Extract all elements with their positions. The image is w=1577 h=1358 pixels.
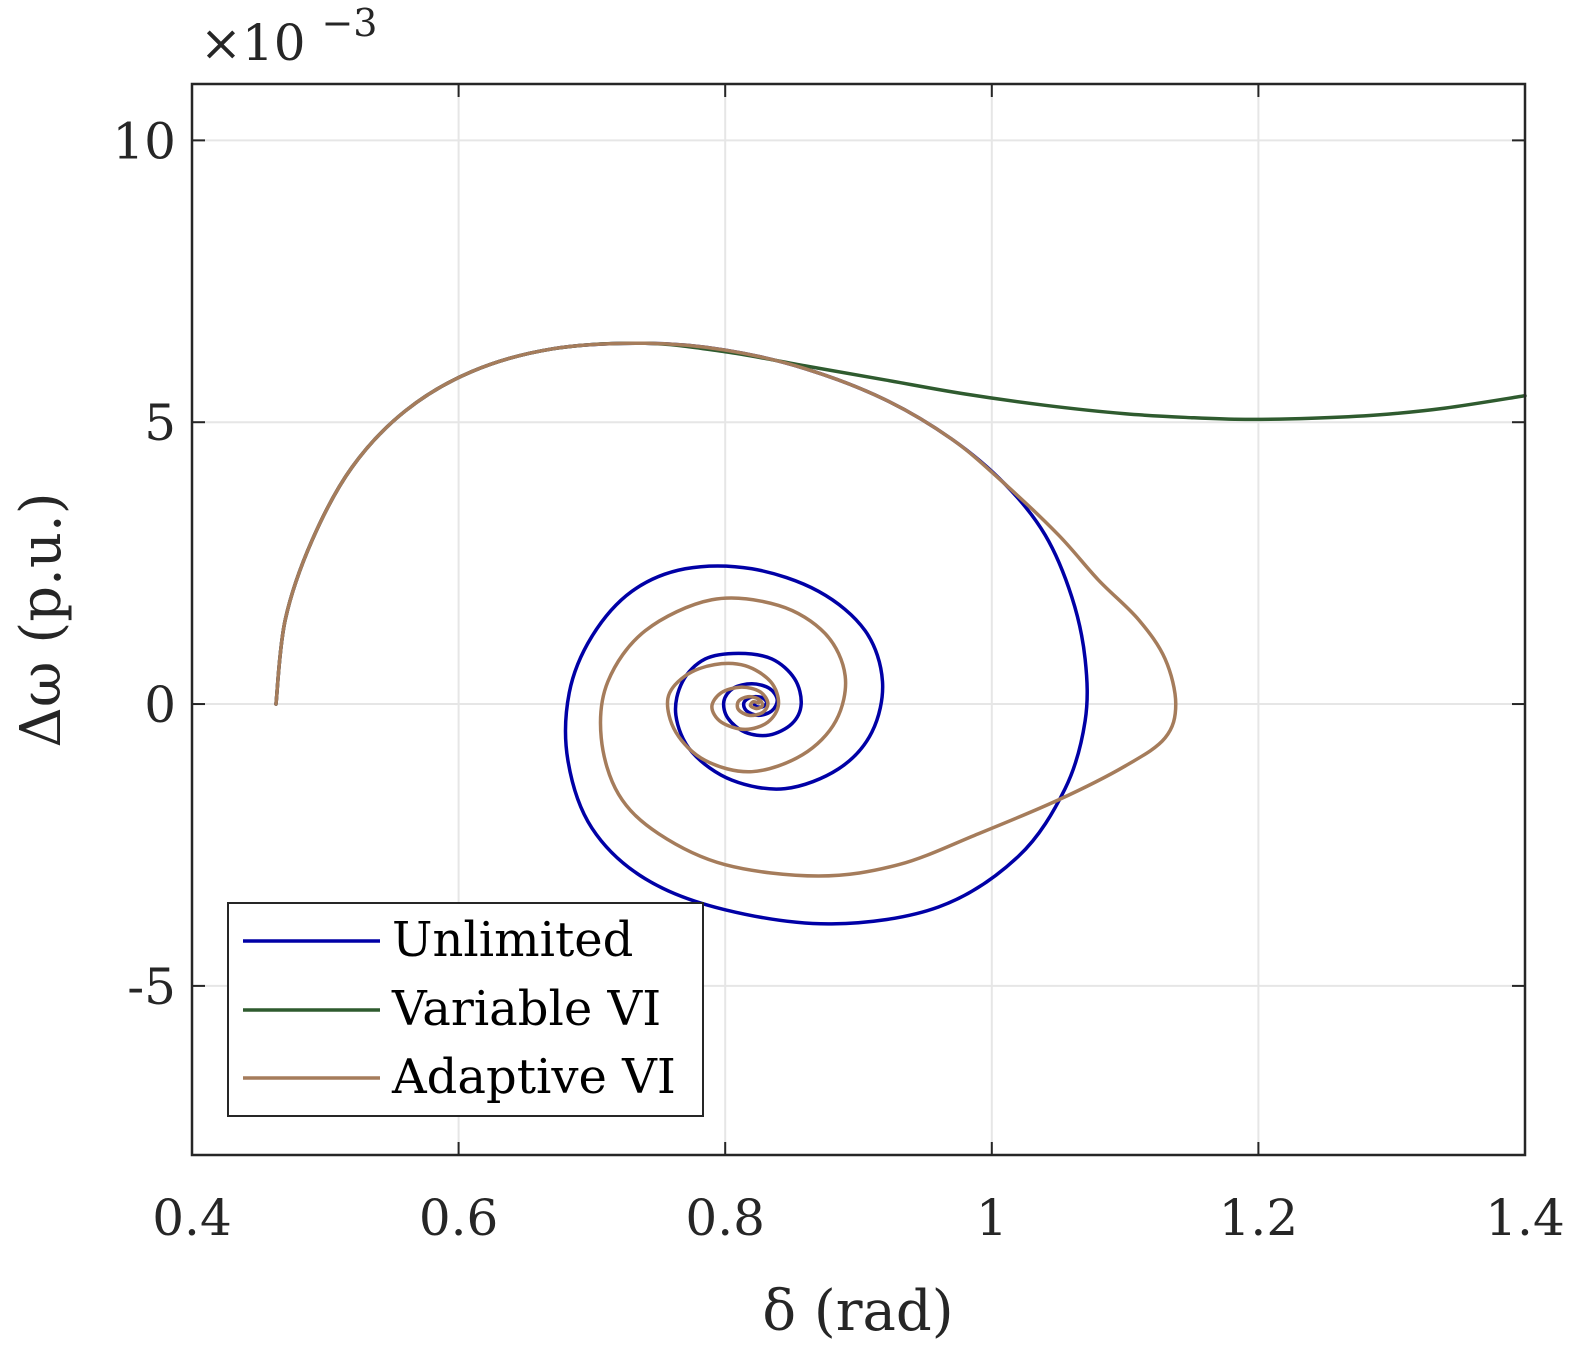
- x-tick-label: 0.8: [685, 1189, 765, 1247]
- y-tick-label: 0: [144, 676, 176, 734]
- x-tick-label: 0.6: [419, 1189, 499, 1247]
- x-tick-label: 1.2: [1219, 1189, 1299, 1247]
- x-axis-ticks: 0.4 0.6 0.8 1 1.2 1.4: [152, 84, 1565, 1247]
- x-tick-label: 0.4: [152, 1189, 232, 1247]
- plot-frame: [190, 82, 1527, 1157]
- y-tick-label: 5: [144, 394, 176, 452]
- series-line-adaptive-vi: [274, 341, 1178, 878]
- y-tick-label: 10: [112, 112, 176, 170]
- y-axis-label: Δω (p.u.): [9, 492, 74, 747]
- y-multiplier-label: ×10 −3: [200, 1, 377, 72]
- legend-label-unlimited: Unlimited: [392, 912, 633, 968]
- y-axis-ticks: -5 0 5 10: [112, 112, 1525, 1016]
- legend: Unlimited Variable VI Adaptive VI: [227, 902, 704, 1117]
- y-tick-label: -5: [127, 958, 176, 1016]
- x-tick-label: 1.4: [1485, 1189, 1565, 1247]
- x-axis-label: δ (rad): [762, 1279, 953, 1344]
- x-tick-label: 1: [976, 1189, 1008, 1247]
- y-multiplier-exponent: −3: [321, 1, 377, 45]
- legend-label-adaptive-vi: Adaptive VI: [391, 1049, 676, 1105]
- plot-series: [274, 341, 1527, 926]
- y-multiplier-base: ×10: [200, 14, 306, 72]
- legend-label-variable-vi: Variable VI: [391, 981, 661, 1037]
